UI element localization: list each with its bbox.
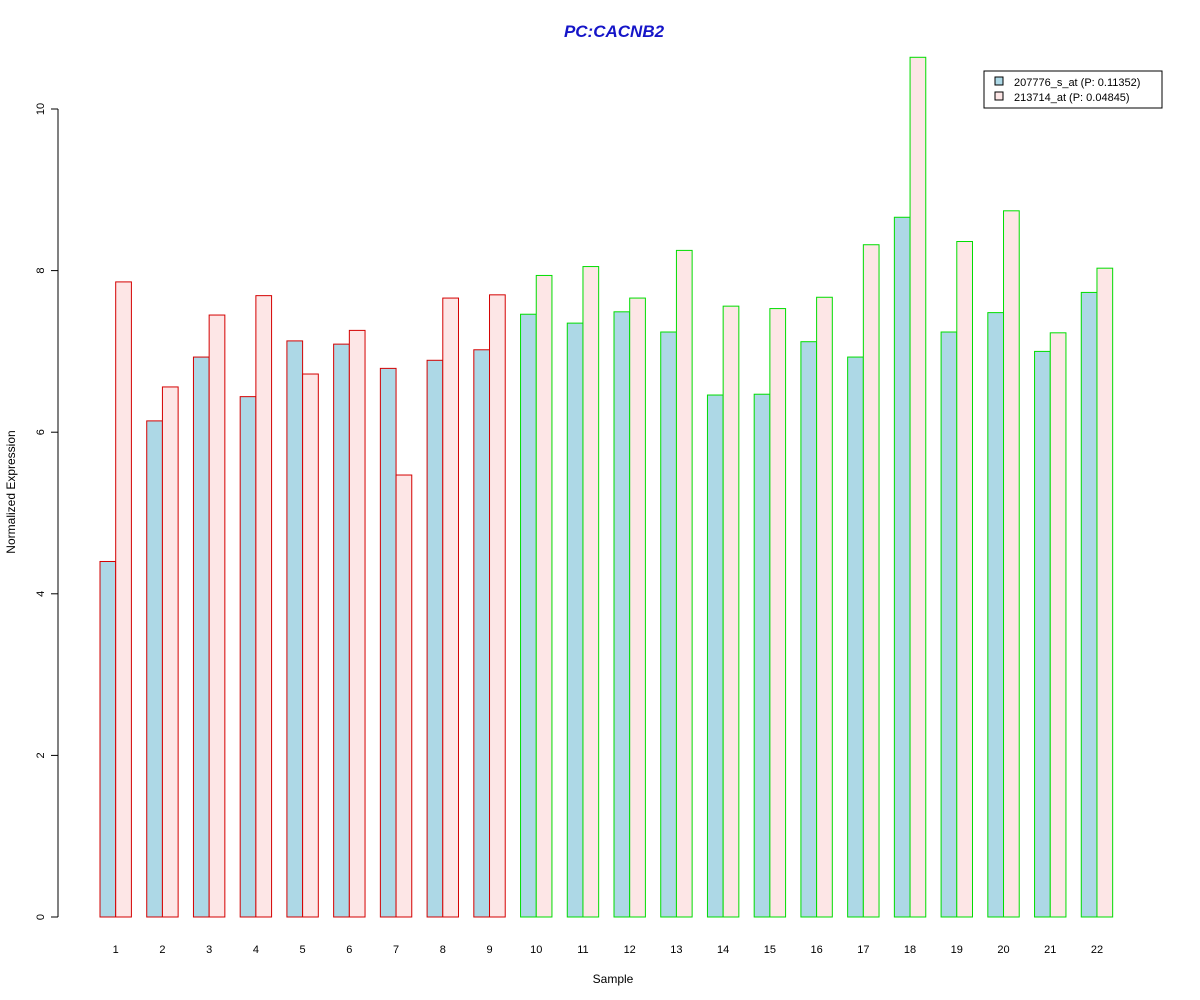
x-tick-label: 8 (440, 944, 446, 956)
chart-title: PC:CACNB2 (564, 22, 665, 41)
bar-series-2-sample-9 (489, 294, 506, 918)
y-tick-label: 10 (35, 103, 47, 115)
bar-series-1-sample-11 (566, 322, 584, 918)
x-tick-label: 17 (857, 944, 869, 956)
bar-series-2-sample-6 (348, 329, 366, 918)
x-tick-label: 20 (997, 944, 1009, 956)
bar-series-2-sample-20 (1003, 210, 1020, 918)
bar-series-1-sample-15 (753, 393, 771, 918)
bar-series-1-sample-17 (847, 356, 864, 918)
bar-series-1-sample-20 (987, 312, 1005, 918)
x-tick-label: 21 (1044, 944, 1056, 956)
y-axis: 0 2 4 6 8 10 (35, 103, 59, 920)
x-tick-label: 9 (486, 944, 492, 956)
bar-series-1-sample-12 (613, 311, 631, 918)
y-tick-label: 6 (35, 429, 47, 435)
legend-swatch-series-2 (994, 91, 1004, 101)
x-tick-labels: 1 2 3 4 5 6 7 8 9 10 11 12 13 14 15 16 17 18 19 20 21 22 (113, 944, 1103, 956)
bar-series-2-sample-18 (909, 56, 927, 918)
x-tick-label: 1 (113, 944, 119, 956)
bar-series-2-sample-13 (675, 249, 693, 918)
x-tick-label: 6 (346, 944, 352, 956)
legend: 207776_s_at (P: 0.11352) 213714_at (P: 0… (983, 70, 1163, 109)
bar-series-1-sample-6 (333, 343, 350, 918)
bar-series-2-sample-21 (1049, 332, 1067, 918)
bar-series-2-sample-22 (1096, 267, 1114, 918)
y-tick-label: 8 (35, 268, 47, 274)
x-tick-label: 13 (670, 944, 682, 956)
x-tick-label: 3 (206, 944, 212, 956)
x-tick-label: 11 (577, 944, 588, 956)
bar-series-1-sample-7 (379, 367, 397, 918)
bar-series-1-sample-19 (940, 331, 958, 918)
legend-label-series-1: 207776_s_at (P: 0.11352) (1014, 77, 1140, 89)
bar-series-1-sample-4 (239, 396, 257, 918)
x-tick-label: 14 (717, 944, 729, 956)
bar-series-2-sample-17 (862, 244, 880, 918)
bar-series-2-sample-19 (956, 241, 973, 918)
x-tick-label: 7 (393, 944, 399, 956)
bar-series-1-sample-9 (473, 349, 491, 918)
x-tick-label: 10 (530, 944, 542, 956)
x-axis-label: Sample (593, 972, 634, 986)
bar-series-2-sample-16 (816, 296, 833, 918)
x-tick-label: 4 (253, 944, 259, 956)
legend-swatch-series-1 (994, 76, 1004, 86)
legend-label-series-2: 213714_at (P: 0.04845) (1014, 92, 1130, 104)
x-tick-label: 12 (624, 944, 636, 956)
bar-series-2-sample-7 (395, 474, 413, 918)
bar-series-1-sample-5 (286, 340, 304, 918)
bar-series-1-sample-18 (893, 216, 911, 918)
bar-series-2-sample-3 (208, 314, 226, 918)
bar-series-1-sample-16 (800, 341, 818, 918)
bar-series-2-sample-8 (442, 297, 459, 918)
bar-series-1-sample-10 (520, 313, 537, 918)
bar-series-1-sample-21 (1034, 350, 1051, 918)
x-tick-label: 19 (951, 944, 963, 956)
bar-series-2-sample-10 (535, 274, 553, 918)
y-tick-label: 0 (35, 914, 47, 920)
bar-series-1-sample-22 (1080, 291, 1098, 918)
x-tick-label: 5 (300, 944, 306, 956)
bar-series-2-sample-11 (582, 266, 600, 918)
bar-series-1-sample-8 (426, 359, 444, 918)
y-tick-label: 2 (35, 752, 47, 758)
bar-series-2-sample-2 (161, 386, 179, 918)
x-tick-label: 15 (764, 944, 776, 956)
bar-series-2-sample-14 (722, 305, 740, 918)
bar-series-1-sample-1 (99, 560, 117, 918)
bar-series-2-sample-12 (629, 297, 646, 918)
bar-series-1-sample-3 (192, 356, 210, 918)
bar-series-2-sample-15 (769, 308, 787, 918)
x-tick-label: 18 (904, 944, 916, 956)
bars-group (99, 56, 1114, 918)
y-tick-label: 4 (35, 591, 47, 597)
y-axis-label: Normalized Expression (4, 430, 18, 553)
x-tick-label: 16 (810, 944, 822, 956)
legend-box (983, 70, 1163, 109)
x-tick-label: 22 (1091, 944, 1103, 956)
bar-series-2-sample-1 (115, 281, 132, 918)
bar-series-1-sample-2 (146, 420, 163, 918)
bar-series-2-sample-4 (255, 295, 273, 918)
bar-series-1-sample-13 (660, 331, 677, 918)
bar-series-2-sample-5 (302, 373, 319, 918)
x-tick-label: 2 (159, 944, 165, 956)
bar-series-1-sample-14 (706, 394, 724, 918)
